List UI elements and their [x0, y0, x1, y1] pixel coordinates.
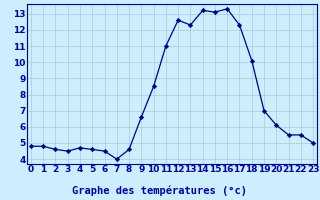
Text: Graphe des températures (°c): Graphe des températures (°c)	[73, 186, 247, 196]
